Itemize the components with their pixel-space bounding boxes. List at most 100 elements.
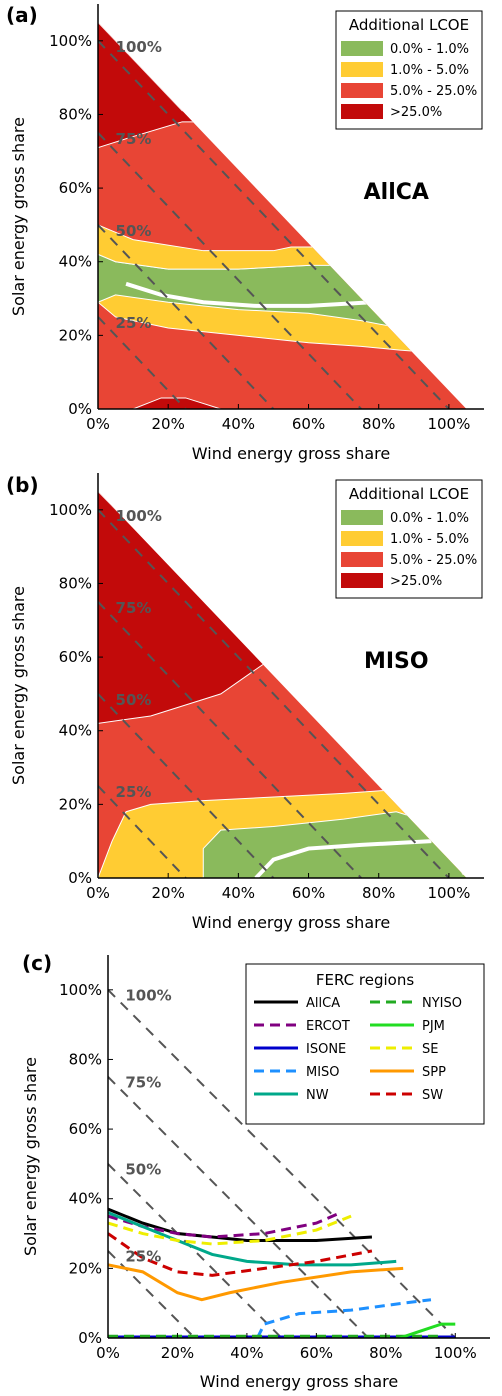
isoline-25 <box>98 316 187 409</box>
y-tick-label: 20% <box>69 1259 102 1277</box>
legend-entry: AllCA <box>306 996 340 1011</box>
legend-entry: SE <box>422 1042 438 1057</box>
x-tick-label: 20% <box>152 415 185 433</box>
optimum-curve <box>254 839 432 878</box>
legend-entry: MISO <box>306 1065 340 1080</box>
legend-swatch <box>341 531 383 546</box>
legend-title: Additional LCOE <box>349 485 469 503</box>
legend-entry: 1.0% - 5.0% <box>390 532 469 547</box>
isoline-75 <box>98 132 362 409</box>
legend-entry: >25.0% <box>390 105 442 120</box>
x-tick-label: 60% <box>292 884 325 902</box>
isoline-25 <box>108 1250 196 1338</box>
y-tick-label: 60% <box>59 648 92 666</box>
x-tick-label: 100% <box>434 1344 477 1362</box>
x-tick-label: 20% <box>152 884 185 902</box>
legend-swatch <box>341 83 383 98</box>
series-line-miso <box>255 1298 432 1338</box>
series-line-sw <box>108 1232 373 1277</box>
y-tick-label: 40% <box>59 722 92 740</box>
legend: Additional LCOE 0.0% - 1.0% 1.0% - 5.0% 5.0… <box>335 479 483 599</box>
y-tick-label: 20% <box>59 795 92 813</box>
isoline-label-50: 50% <box>116 222 152 240</box>
legend-swatch <box>341 41 383 56</box>
x-axis-label: Wind energy gross share <box>200 1372 398 1391</box>
series-line-pjm <box>399 1322 456 1338</box>
x-tick-label: 100% <box>427 415 470 433</box>
x-tick-label: 20% <box>161 1344 194 1362</box>
x-tick-label: 60% <box>300 1344 333 1362</box>
y-tick-label: 20% <box>59 326 92 344</box>
y-tick-label: 0% <box>68 869 92 887</box>
x-axis-label: Wind energy gross share <box>192 913 390 932</box>
isoline-label-100: 100% <box>116 507 162 525</box>
legend-entry: SW <box>422 1088 443 1103</box>
series-line-spp <box>108 1263 404 1302</box>
x-tick-label: 80% <box>362 884 395 902</box>
isoline-25 <box>98 785 187 878</box>
isoline-100 <box>108 989 456 1338</box>
isoline-label-75: 75% <box>116 599 152 617</box>
y-tick-label: 80% <box>69 1050 102 1068</box>
y-tick-label: 80% <box>59 574 92 592</box>
legend-entry: 0.0% - 1.0% <box>390 42 469 57</box>
panel-label: (a) <box>6 3 38 27</box>
isoline-label-50: 50% <box>116 691 152 709</box>
x-tick-label: 40% <box>230 1344 263 1362</box>
legend-entry: ERCOT <box>306 1019 350 1034</box>
isoline-100 <box>98 40 450 409</box>
legend-title: Additional LCOE <box>349 16 469 34</box>
panel-label: (b) <box>6 473 39 497</box>
legend-entry: 5.0% - 25.0% <box>390 84 477 99</box>
isoline-label-100: 100% <box>125 986 171 1004</box>
legend-swatch <box>341 510 383 525</box>
series-line-allca <box>108 1207 373 1243</box>
isoline-label-75: 75% <box>116 130 152 148</box>
isoline-75 <box>108 1076 370 1338</box>
legend-entry: NW <box>306 1088 329 1103</box>
series-line-se <box>108 1214 352 1246</box>
isoline-50 <box>98 224 275 409</box>
isoline-50 <box>108 1163 283 1338</box>
legend-entry: NYISO <box>422 996 462 1011</box>
isoline-label-25: 25% <box>116 783 152 801</box>
y-axis-label: Solar energy gross share <box>9 117 28 316</box>
isoline-label-25: 25% <box>125 1247 161 1265</box>
legend-entry: 5.0% - 25.0% <box>390 553 477 568</box>
chart-panel-1: 25% 50% 75% 100% 0% 20% 40% 60% 80% 100% 0% 20% 40% 6… <box>6 3 484 463</box>
legend-swatch <box>341 104 383 119</box>
legend-swatch <box>341 573 383 588</box>
x-tick-label: 0% <box>96 1344 120 1362</box>
y-axis-label: Solar energy gross share <box>9 586 28 785</box>
x-tick-label: 40% <box>222 415 255 433</box>
legend-title: FERC regions <box>316 971 414 989</box>
y-tick-label: 40% <box>69 1190 102 1208</box>
isoline-75 <box>98 601 362 878</box>
legend-swatch <box>341 62 383 77</box>
legend-swatch <box>341 552 383 567</box>
x-tick-label: 0% <box>86 415 110 433</box>
region-title: AllCA <box>364 180 429 205</box>
y-tick-label: 60% <box>59 179 92 197</box>
isoline-label-25: 25% <box>116 314 152 332</box>
legend-entry: 0.0% - 1.0% <box>390 511 469 526</box>
y-tick-label: 100% <box>49 501 92 519</box>
legend-entry: ISONE <box>306 1042 346 1057</box>
y-axis-label: Solar energy gross share <box>21 1057 40 1256</box>
legend-box <box>245 963 485 1125</box>
legend-entry: PJM <box>422 1019 445 1034</box>
legend: FERC regions AllCA ERCOT ISONE MISO NW NYISO PJ… <box>245 963 485 1125</box>
isoline-100 <box>98 509 450 878</box>
plot-area <box>108 989 456 1338</box>
x-tick-label: 60% <box>292 415 325 433</box>
legend-entry: SPP <box>422 1065 446 1080</box>
y-tick-label: 100% <box>49 32 92 50</box>
panel-label: (c) <box>22 951 52 975</box>
y-tick-label: 100% <box>59 981 102 999</box>
x-tick-label: 40% <box>222 884 255 902</box>
y-tick-label: 0% <box>78 1329 102 1347</box>
y-tick-label: 80% <box>59 105 92 123</box>
chart-panel-2: 25% 50% 75% 100% 0% 20% 40% 60% 80% 100% 0% 20% 40% 6… <box>6 473 484 932</box>
legend-entry: >25.0% <box>390 574 442 589</box>
